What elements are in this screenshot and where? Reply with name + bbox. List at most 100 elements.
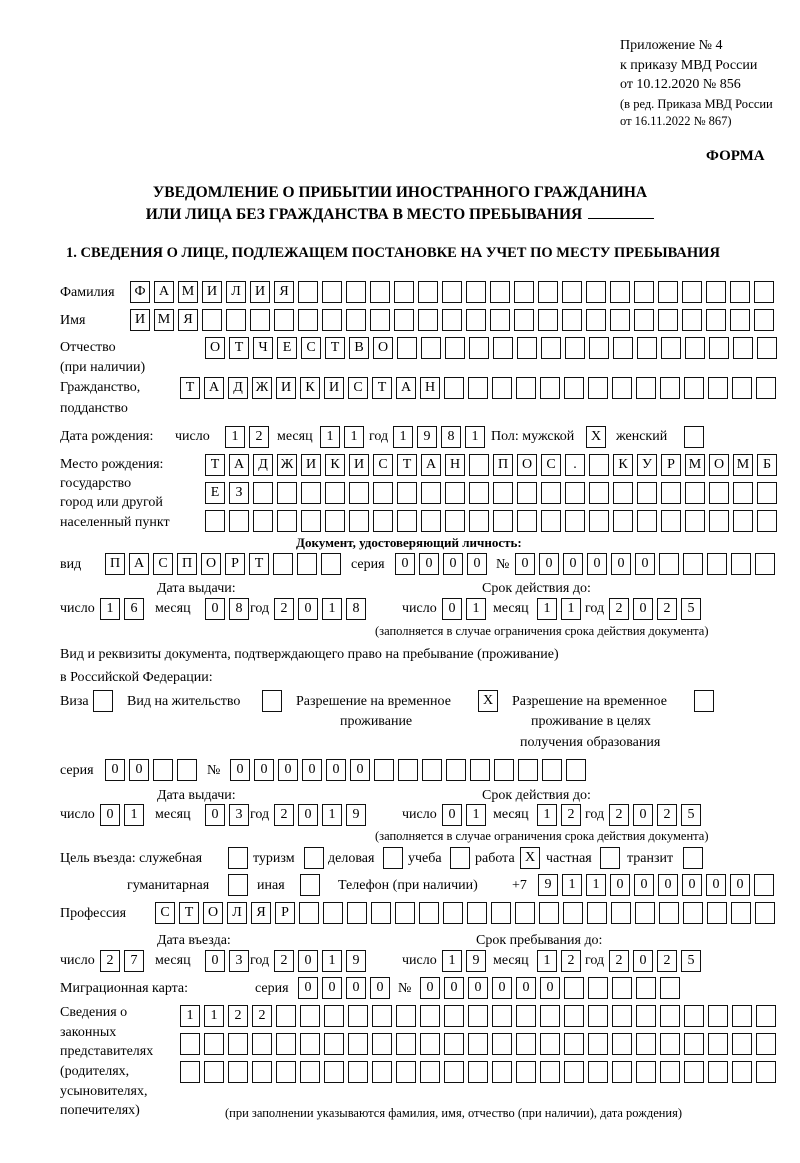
char-box[interactable]: Т <box>397 454 417 476</box>
char-box[interactable] <box>660 977 680 999</box>
char-box[interactable] <box>754 281 774 303</box>
char-box[interactable] <box>709 510 729 532</box>
char-box[interactable] <box>397 510 417 532</box>
char-box[interactable] <box>517 510 537 532</box>
char-box[interactable]: 5 <box>681 950 701 972</box>
char-box[interactable]: Д <box>253 454 273 476</box>
char-box[interactable]: А <box>421 454 441 476</box>
char-box[interactable]: 0 <box>610 874 630 896</box>
char-box[interactable] <box>372 1033 392 1055</box>
char-box[interactable]: 2 <box>252 1005 272 1027</box>
char-box[interactable] <box>229 510 249 532</box>
char-box[interactable] <box>250 309 270 331</box>
char-box[interactable] <box>398 759 418 781</box>
char-box[interactable]: П <box>177 553 197 575</box>
char-box[interactable]: 0 <box>298 950 318 972</box>
char-box[interactable]: Я <box>178 309 198 331</box>
char-box[interactable] <box>636 377 656 399</box>
char-box[interactable]: 2 <box>249 426 269 448</box>
char-box[interactable] <box>516 377 536 399</box>
char-box[interactable] <box>611 902 631 924</box>
char-box[interactable] <box>299 902 319 924</box>
char-box[interactable] <box>733 510 753 532</box>
purpose-transit-checkbox[interactable] <box>683 847 703 869</box>
char-box[interactable]: 5 <box>681 804 701 826</box>
char-box[interactable] <box>542 759 562 781</box>
char-box[interactable] <box>685 337 705 359</box>
char-box[interactable] <box>564 1061 584 1083</box>
char-box[interactable] <box>755 553 775 575</box>
char-box[interactable] <box>324 1033 344 1055</box>
char-box[interactable] <box>515 902 535 924</box>
char-box[interactable] <box>730 281 750 303</box>
char-box[interactable] <box>708 1005 728 1027</box>
char-box[interactable] <box>732 377 752 399</box>
char-box[interactable] <box>612 1061 632 1083</box>
char-box[interactable] <box>276 1005 296 1027</box>
char-box[interactable]: 9 <box>346 950 366 972</box>
char-box[interactable] <box>373 510 393 532</box>
char-box[interactable]: Я <box>274 281 294 303</box>
char-box[interactable] <box>612 1005 632 1027</box>
char-box[interactable] <box>446 759 466 781</box>
char-box[interactable] <box>588 377 608 399</box>
char-box[interactable]: М <box>685 454 705 476</box>
char-box[interactable] <box>300 1005 320 1027</box>
char-box[interactable] <box>732 1061 752 1083</box>
char-box[interactable] <box>444 1061 464 1083</box>
char-box[interactable] <box>540 377 560 399</box>
char-box[interactable]: Е <box>205 482 225 504</box>
char-box[interactable]: 3 <box>229 804 249 826</box>
char-box[interactable]: О <box>205 337 225 359</box>
char-box[interactable]: 0 <box>326 759 346 781</box>
char-box[interactable]: 2 <box>100 950 120 972</box>
char-box[interactable] <box>370 309 390 331</box>
char-box[interactable]: С <box>373 454 393 476</box>
char-box[interactable]: П <box>105 553 125 575</box>
char-box[interactable]: 2 <box>657 804 677 826</box>
char-box[interactable] <box>274 309 294 331</box>
char-box[interactable]: 1 <box>320 426 340 448</box>
char-box[interactable] <box>205 510 225 532</box>
representatives-row3[interactable] <box>180 1061 776 1083</box>
char-box[interactable] <box>442 309 462 331</box>
char-box[interactable] <box>374 759 394 781</box>
char-box[interactable] <box>587 902 607 924</box>
char-box[interactable] <box>589 482 609 504</box>
char-box[interactable] <box>347 902 367 924</box>
char-box[interactable]: Б <box>757 454 777 476</box>
char-box[interactable] <box>492 377 512 399</box>
char-box[interactable]: 1 <box>225 426 245 448</box>
char-box[interactable] <box>204 1061 224 1083</box>
char-box[interactable]: 0 <box>105 759 125 781</box>
char-box[interactable] <box>300 1033 320 1055</box>
char-box[interactable] <box>468 1005 488 1027</box>
char-box[interactable] <box>757 510 777 532</box>
char-box[interactable] <box>683 902 703 924</box>
char-box[interactable] <box>492 1061 512 1083</box>
char-box[interactable]: 0 <box>682 874 702 896</box>
char-box[interactable]: 0 <box>633 950 653 972</box>
char-box[interactable]: 0 <box>278 759 298 781</box>
char-box[interactable] <box>466 281 486 303</box>
char-box[interactable]: С <box>541 454 561 476</box>
char-box[interactable]: 1 <box>562 874 582 896</box>
char-box[interactable] <box>394 309 414 331</box>
char-box[interactable] <box>494 759 514 781</box>
char-box[interactable]: Ч <box>253 337 273 359</box>
char-box[interactable] <box>732 1005 752 1027</box>
char-box[interactable] <box>730 309 750 331</box>
char-box[interactable] <box>321 553 341 575</box>
char-box[interactable] <box>707 553 727 575</box>
char-box[interactable] <box>612 977 632 999</box>
